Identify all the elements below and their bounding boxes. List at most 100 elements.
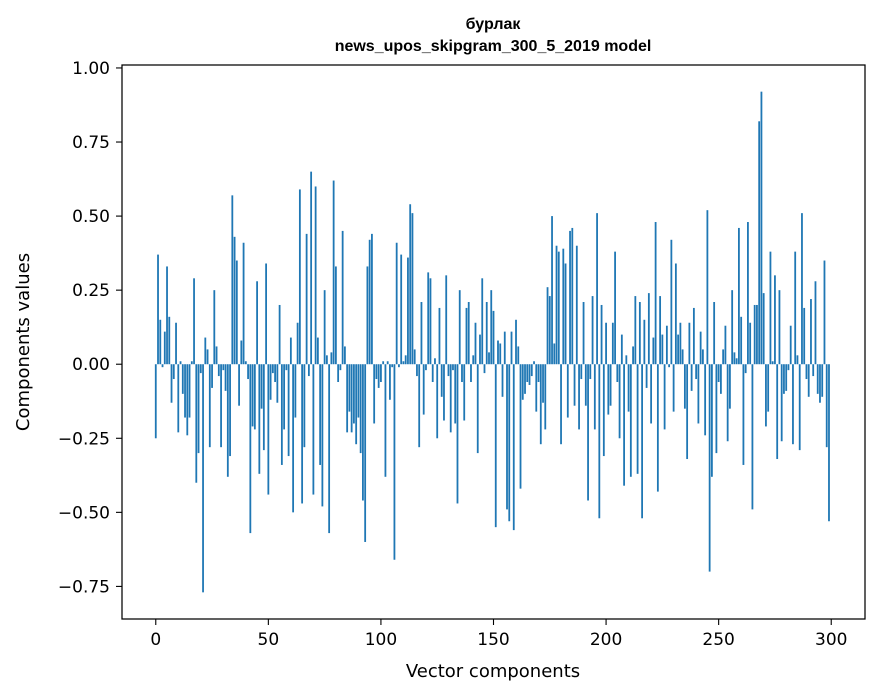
bar-10 [177,364,180,433]
bars-group [154,91,830,593]
y-tick-label: −0.25 [58,429,110,449]
bar-88 [353,364,355,424]
bar-174 [546,287,549,365]
bar-239 [692,307,695,365]
bar-15 [188,364,191,418]
bar-268 [758,121,761,365]
bar-68 [307,364,310,377]
bar-94 [366,266,369,365]
bar-136 [461,364,463,382]
bar-134 [456,364,459,504]
bar-27 [215,346,218,365]
bar-208 [623,364,625,486]
bar-238 [690,364,693,391]
bar-283 [792,364,794,445]
bar-234 [681,349,684,365]
bar-218 [645,364,648,388]
bar-59 [287,364,290,457]
bar-23 [206,349,209,365]
bar-182 [564,263,567,365]
bar-49 [265,263,267,365]
bar-194 [591,296,594,365]
bar-97 [373,364,376,424]
bar-41 [247,364,249,380]
bar-169 [535,364,538,412]
bar-106 [393,364,396,560]
bar-50 [267,364,270,495]
bar-62 [294,364,297,418]
bar-277 [778,290,781,365]
bar-8 [172,364,175,380]
y-tick-label: 0.75 [72,133,110,153]
bar-273 [769,251,772,365]
bar-192 [587,364,589,501]
bar-95 [368,239,371,365]
bar-202 [609,364,612,406]
bar-254 [726,364,729,442]
bar-198 [600,304,603,365]
bar-157 [508,364,511,522]
bar-237 [688,322,691,365]
bar-117 [418,364,421,448]
bar-13 [184,364,186,418]
x-tick-label: 300 [815,630,847,650]
bar-135 [458,290,461,365]
bar-173 [544,364,547,430]
bar-217 [643,319,646,365]
bar-193 [589,364,592,380]
bar-93 [364,364,367,542]
bar-201 [607,364,610,415]
bar-99 [377,364,380,388]
bar-264 [749,322,752,365]
bar-278 [780,364,783,442]
bar-12 [181,364,184,394]
bar-150 [492,310,495,365]
bar-219 [647,293,650,365]
bar-266 [753,304,756,365]
bar-76 [325,355,328,365]
bar-289 [805,364,808,380]
bar-57 [283,364,286,430]
bar-111 [404,355,407,365]
bar-120 [425,364,427,371]
bar-42 [249,364,252,534]
bar-195 [593,364,596,430]
bar-66 [303,364,306,448]
bar-171 [539,364,542,445]
bar-28 [217,364,220,377]
bar-105 [391,364,394,368]
bar-100 [380,364,382,382]
bar-80 [334,266,337,365]
bar-0 [154,364,157,439]
bar-176 [551,216,553,365]
bar-87 [350,364,353,433]
bar-32 [226,364,229,477]
bar-243 [701,349,704,365]
bar-293 [814,281,817,365]
bar-262 [744,364,747,374]
y-tick-label: −0.50 [58,503,110,523]
bar-143 [476,364,479,454]
bar-224 [659,296,662,365]
bar-168 [533,361,535,365]
bar-227 [665,325,668,365]
bar-175 [548,296,551,365]
bar-185 [571,227,574,365]
bar-46 [258,364,261,474]
bar-147 [485,302,488,365]
bar-17 [193,278,195,365]
bar-251 [720,364,722,394]
y-tick-label: −0.75 [58,577,110,597]
bar-261 [742,364,745,465]
bar-222 [654,222,657,365]
bar-7 [170,364,173,403]
bar-221 [652,337,655,365]
bar-259 [738,227,740,365]
bar-70 [312,364,315,495]
bar-149 [490,290,493,365]
bar-280 [785,364,788,391]
bar-205 [616,364,619,382]
bar-247 [711,364,713,477]
bar-118 [420,302,423,365]
bar-199 [602,364,605,457]
